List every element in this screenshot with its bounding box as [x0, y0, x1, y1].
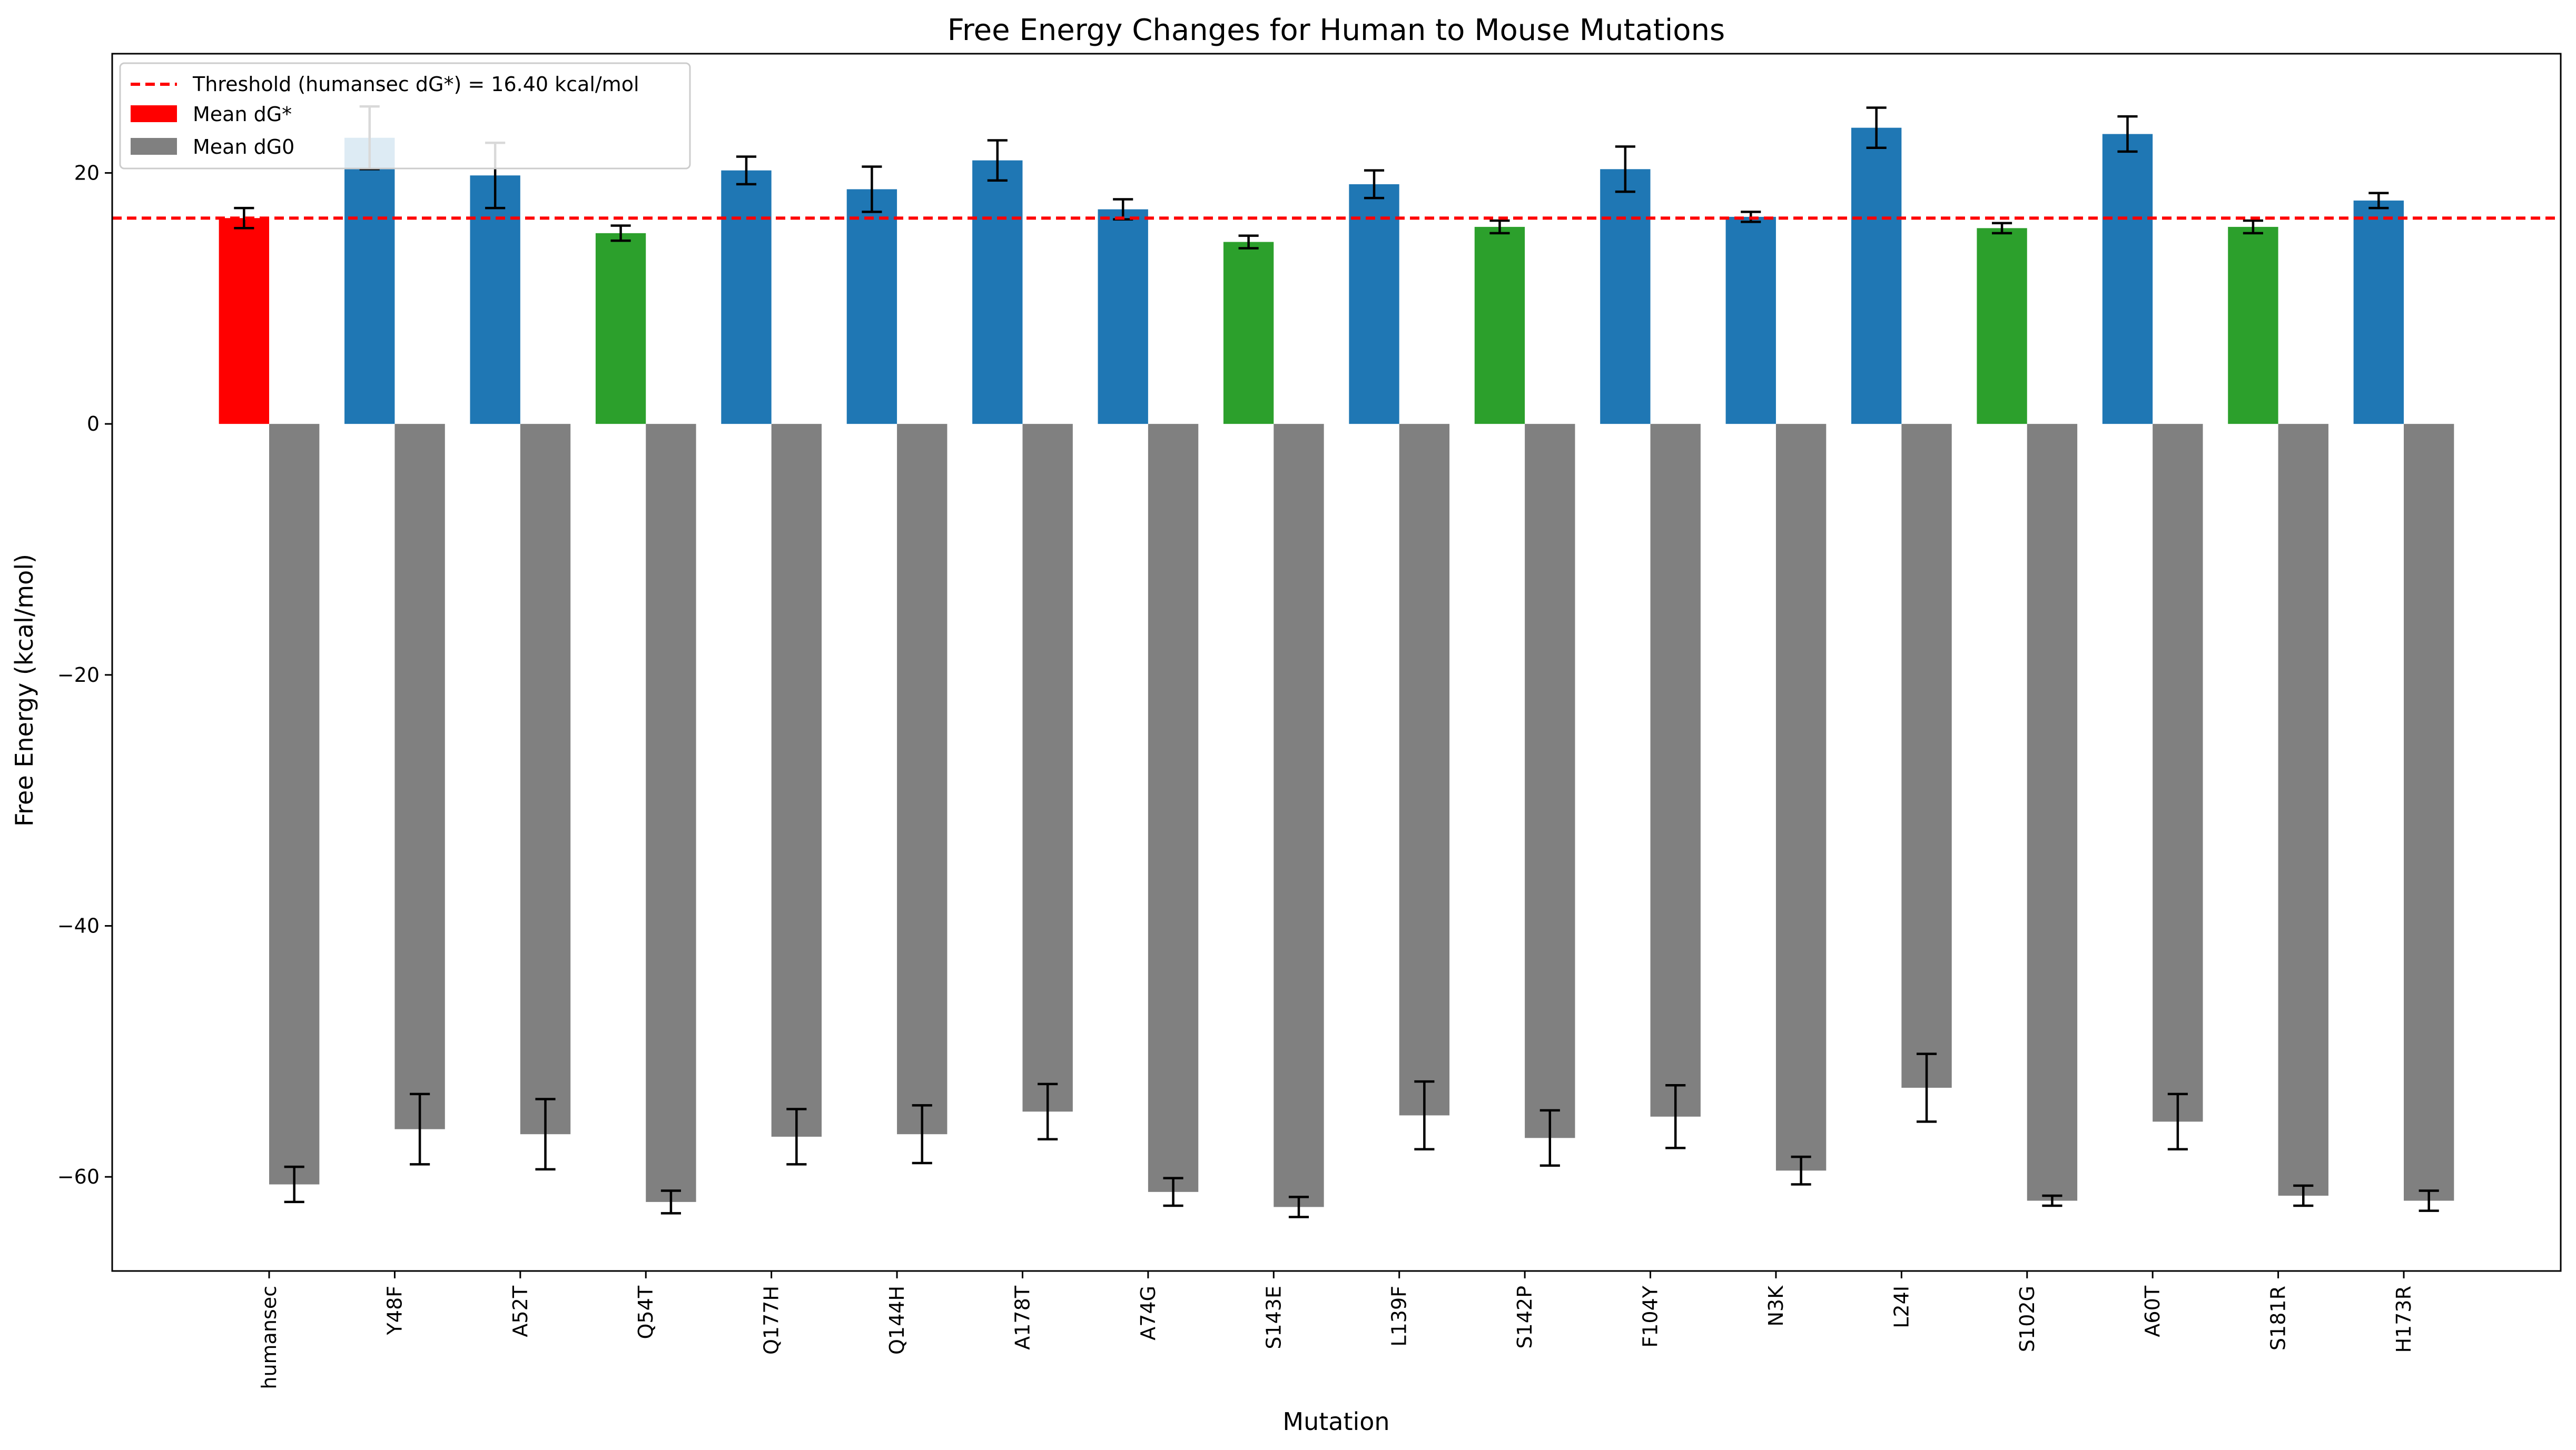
x-tick-label-A52T: A52T [509, 1285, 532, 1337]
bar-dgstar-L24I [1851, 127, 1902, 424]
x-tick-label-Q177H: Q177H [760, 1286, 783, 1355]
bar-dg0-S181R [2278, 424, 2328, 1196]
bar-dg0-S143E [1274, 424, 1324, 1207]
x-tick-label-Y48F: Y48F [383, 1286, 406, 1335]
x-tick-label-N3K: N3K [1764, 1285, 1788, 1327]
bar-dg0-L24I [1901, 424, 1952, 1088]
x-tick-label-Q144H: Q144H [885, 1286, 909, 1355]
y-tick-label--60: −60 [57, 1165, 100, 1188]
x-tick-label-L24I: L24I [1890, 1286, 1913, 1328]
y-tick-label-20: 20 [74, 161, 100, 184]
x-tick-label-S143E: S143E [1262, 1286, 1285, 1349]
bar-dgstar-S143E [1223, 242, 1274, 424]
legend-dgstar-label: Mean dG* [193, 103, 292, 126]
bar-dg0-Q144H [897, 424, 948, 1135]
bar-dg0-A60T [2153, 424, 2203, 1122]
x-tick-label-S181R: S181R [2267, 1286, 2290, 1350]
chart-title: Free Energy Changes for Human to Mouse M… [948, 13, 1725, 47]
legend-dgstar-swatch [131, 105, 177, 122]
legend-dg0-swatch [131, 138, 177, 155]
y-tick-label-0: 0 [87, 412, 100, 435]
x-tick-label-A74G: A74G [1137, 1286, 1160, 1340]
bar-dgstar-L139F [1349, 184, 1399, 424]
bar-dgstar-Q144H [846, 189, 897, 424]
bar-dg0-A74G [1148, 424, 1199, 1192]
legend-frame [119, 62, 691, 170]
bar-dg0-A178T [1022, 424, 1073, 1112]
bar-dg0-S142P [1525, 424, 1575, 1138]
bar-dg0-L139F [1399, 424, 1450, 1116]
y-axis-label: Free Energy (kcal/mol) [10, 554, 38, 827]
plot-frame [111, 53, 2562, 1272]
legend-threshold-label: Threshold (humansec dG*) = 16.40 kcal/mo… [192, 73, 639, 96]
bar-dg0-H173R [2403, 424, 2454, 1201]
x-tick-label-humansec: humansec [258, 1286, 281, 1389]
bar-dg0-Y48F [394, 424, 445, 1129]
x-tick-label-A178T: A178T [1011, 1285, 1034, 1350]
x-tick-label-F104Y: F104Y [1639, 1285, 1662, 1347]
bar-dgstar-S181R [2228, 226, 2278, 424]
bar-dg0-A52T [520, 424, 571, 1135]
bar-dgstar-A178T [972, 160, 1023, 424]
bar-dgstar-Q54T [595, 233, 646, 424]
x-tick-label-A60T: A60T [2141, 1285, 2164, 1337]
bar-dg0-F104Y [1650, 424, 1701, 1117]
bar-dgstar-S142P [1474, 226, 1525, 424]
bar-dg0-Q54T [646, 424, 696, 1202]
legend-dg0-label: Mean dG0 [193, 135, 294, 158]
x-tick-label-S142P: S142P [1513, 1286, 1536, 1349]
bar-dgstar-A60T [2102, 134, 2153, 424]
x-axis-label: Mutation [1282, 1407, 1389, 1436]
x-tick-label-H173R: H173R [2392, 1286, 2415, 1353]
x-tick-label-Q54T: Q54T [634, 1285, 657, 1339]
bar-dgstar-A52T [470, 175, 520, 424]
bar-dgstar-Y48F [344, 137, 395, 424]
bar-dg0-Q177H [771, 424, 822, 1137]
bar-dg0-S102G [2027, 424, 2078, 1201]
bar-dgstar-F104Y [1600, 169, 1651, 424]
bar-dgstar-S102G [1977, 228, 2027, 424]
plot-area: −60 −40 −20 0 20 humansec Y48F A52T Q54T Q177H Q14… [57, 53, 2562, 1389]
y-tick-label--20: −20 [57, 663, 100, 687]
x-tick-label-S102G: S102G [2016, 1286, 2039, 1352]
x-tick-label-L139F: L139F [1388, 1286, 1411, 1347]
bar-dgstar-Q177H [721, 170, 772, 424]
bar-dg0-N3K [1775, 424, 1827, 1171]
legend: Threshold (humansec dG*) = 16.40 kcal/mo… [119, 62, 691, 170]
bar-dgstar-A74G [1098, 209, 1148, 424]
y-tick-label--40: −40 [57, 915, 100, 938]
bar-dgstar-N3K [1725, 216, 1776, 424]
bar-dg0-humansec [269, 424, 320, 1185]
bar-dgstar-humansec [219, 218, 270, 424]
bar-dgstar-H173R [2353, 200, 2404, 424]
